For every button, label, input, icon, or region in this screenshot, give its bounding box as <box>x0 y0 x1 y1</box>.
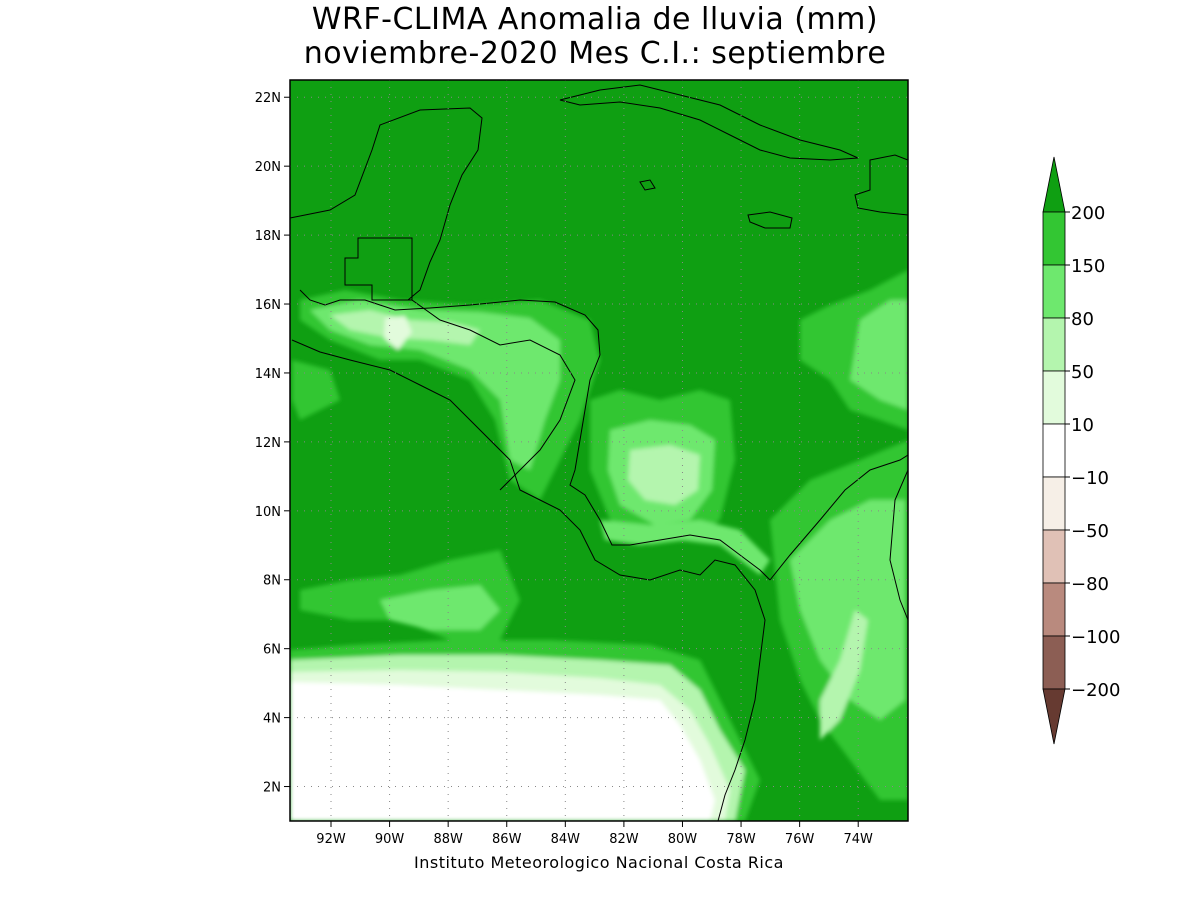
colorbar-segment <box>1042 211 1066 266</box>
field-band-pacific-west <box>292 360 340 420</box>
lon-tick-label: 88W <box>433 832 463 847</box>
coastline-pacific <box>291 339 766 821</box>
colorbar-level-label: 80 <box>1071 309 1094 330</box>
field-band-east-inner <box>850 300 908 410</box>
field-band-south-white <box>290 682 715 821</box>
lat-tick-label: 12N <box>255 436 281 451</box>
coastlines <box>290 84 908 821</box>
colorbar-lower-triangle <box>1042 688 1066 745</box>
lat-tick-label: 6N <box>263 643 281 658</box>
colorbar-segment <box>1042 264 1066 319</box>
field-spot-honduras-white <box>384 316 412 350</box>
coastline-jamaica <box>747 211 793 229</box>
axis-tick-labels: 92W 90W 88W 86W 84W 82W 80W 78W 76W 74W 2N 4N 6N 8N 10… <box>255 91 873 847</box>
coastline-cuba <box>559 84 859 161</box>
coastline-panama <box>629 534 771 581</box>
border-central-america-interior <box>411 299 576 491</box>
colorbar-segment <box>1042 582 1066 637</box>
coastline-colombia-caribbean <box>769 454 908 581</box>
border-guatemala <box>344 237 413 301</box>
map-title-line-2: noviembre-2020 Mes C.I.: septiembre <box>303 36 887 71</box>
colorbar-segment <box>1042 635 1066 690</box>
axis-ticks <box>284 96 859 827</box>
coastline-gulf-honduras <box>299 289 601 356</box>
credit-text: Instituto Meteorologico Nacional Costa R… <box>414 853 784 872</box>
field-band-caribbean-core <box>628 445 700 505</box>
lon-tick-label: 86W <box>492 832 522 847</box>
colorbar-legend: 200 150 80 50 10 −10 −50 −80 −100 −200 <box>1042 156 1120 745</box>
colorbar-level-label: 150 <box>1071 256 1105 277</box>
lat-tick-label: 4N <box>263 712 281 727</box>
coastline-yucatan <box>290 107 483 301</box>
field-band-pacific-inner <box>380 585 500 630</box>
lon-tick-label: 82W <box>609 832 639 847</box>
coastline-isla-juventud <box>639 179 656 191</box>
colorbar-segment <box>1042 423 1066 478</box>
field-band-colombia-streak <box>820 610 868 740</box>
lat-tick-label: 2N <box>263 781 281 796</box>
lat-tick-label: 10N <box>255 505 281 520</box>
colorbar-level-label: 50 <box>1071 362 1094 383</box>
colorbar-level-label: 200 <box>1071 203 1105 224</box>
colorbar-level-label: −200 <box>1071 680 1120 701</box>
border-colombia-venezuela <box>889 469 908 621</box>
colorbar-segment <box>1042 476 1066 531</box>
lon-tick-label: 90W <box>375 832 405 847</box>
map-title-line-1: WRF-CLIMA Anomalia de lluvia (mm) <box>311 2 879 37</box>
lat-tick-label: 18N <box>255 229 281 244</box>
lon-tick-label: 92W <box>316 832 346 847</box>
colorbar-level-label: −50 <box>1071 521 1109 542</box>
lon-tick-label: 78W <box>726 832 756 847</box>
lat-tick-label: 22N <box>255 91 281 106</box>
map-grid <box>290 80 908 821</box>
lon-tick-label: 74W <box>844 832 874 847</box>
lat-tick-label: 14N <box>255 367 281 382</box>
lon-tick-label: 80W <box>668 832 698 847</box>
colorbar-upper-triangle <box>1042 156 1066 213</box>
lon-tick-label: 76W <box>785 832 815 847</box>
coastline-nicaragua-caribbean <box>569 354 630 546</box>
coastline-hispaniola <box>854 154 908 216</box>
field-band-panama <box>600 520 770 575</box>
field-band-honduras-inner <box>310 300 560 470</box>
lat-tick-label: 20N <box>255 160 281 175</box>
lat-tick-label: 16N <box>255 298 281 313</box>
lon-tick-label: 84W <box>551 832 581 847</box>
colorbar-level-label: −10 <box>1071 468 1109 489</box>
colorbar-level-label: 10 <box>1071 415 1094 436</box>
colorbar-segment <box>1042 529 1066 584</box>
colorbar-level-label: −100 <box>1071 627 1120 648</box>
lat-tick-label: 8N <box>263 574 281 589</box>
colorbar-level-label: −80 <box>1071 574 1109 595</box>
plot-frame <box>289 79 909 822</box>
colorbar-segment <box>1042 370 1066 425</box>
rainfall-anomaly-field <box>290 80 908 821</box>
field-band-colombia-inner <box>790 500 905 720</box>
colorbar-segment <box>1042 317 1066 372</box>
